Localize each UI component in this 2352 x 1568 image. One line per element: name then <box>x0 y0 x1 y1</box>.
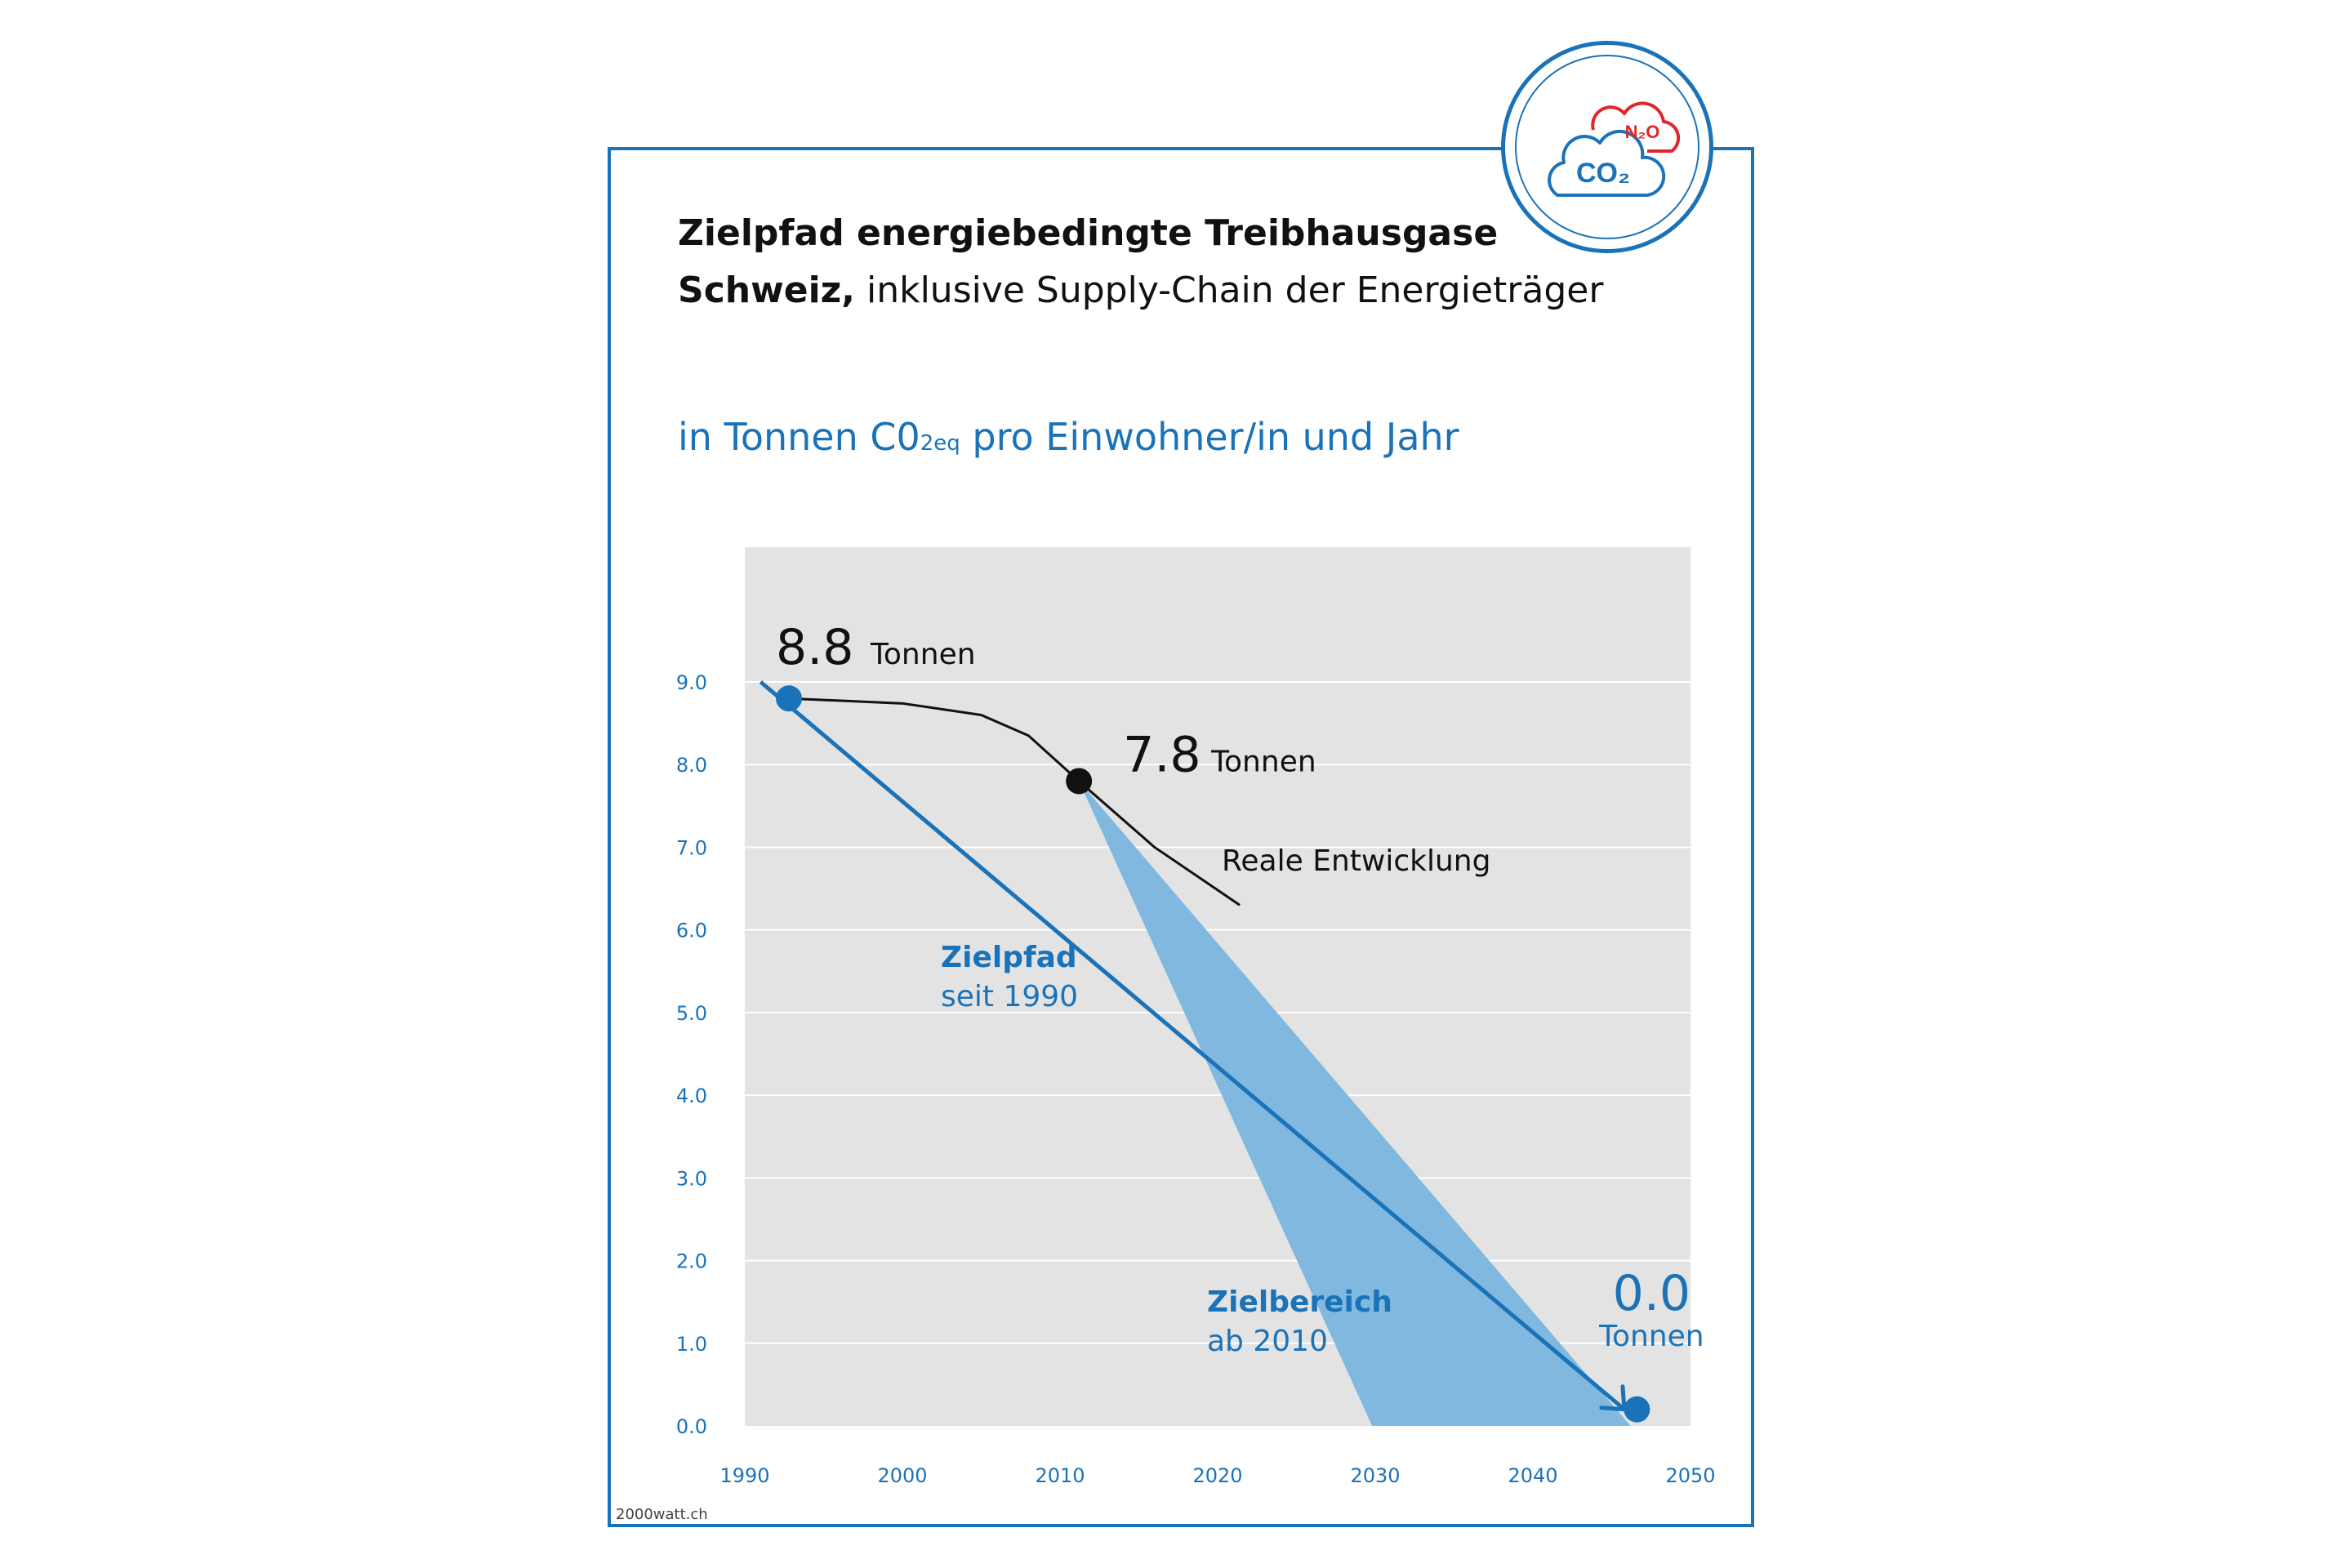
source-credit: 2000watt.ch <box>616 1506 708 1523</box>
co2-cloud-icon <box>1548 129 1666 197</box>
data-point <box>1624 1396 1650 1423</box>
logo-n2o-text: N₂O <box>1625 122 1660 142</box>
point-unit-label: Tonnen <box>870 638 976 671</box>
x-tick-label: 1990 <box>719 1464 769 1487</box>
chart-title-line1: Zielpfad energiebedingte Treibhausgase <box>678 211 1498 256</box>
reale-entwicklung-label: Reale Entwicklung <box>1222 844 1490 878</box>
logo-inner-ring <box>1515 55 1699 239</box>
y-tick-label: 2.0 <box>676 1250 707 1273</box>
title-line2-bold: Schweiz, <box>678 270 855 311</box>
zielpfad-label: Zielpfad <box>941 941 1077 974</box>
y-tick-label: 9.0 <box>676 671 707 694</box>
y-tick-label: 3.0 <box>676 1167 707 1190</box>
cloud-icon: N₂O CO₂ <box>1548 101 1681 197</box>
x-tick-label: 2050 <box>1665 1464 1715 1487</box>
zielpfad-line <box>759 680 1626 1411</box>
subtitle-pre: in Tonnen C0 <box>678 415 920 459</box>
y-tick-label: 6.0 <box>676 920 707 942</box>
y-tick-label: 1.0 <box>676 1333 707 1356</box>
co2-n2o-logo: N₂O CO₂ <box>1501 41 1713 253</box>
y-tick-label: 7.0 <box>676 836 707 859</box>
point-unit-label: Tonnen <box>1210 745 1316 778</box>
point-value-label: 0.0 <box>1613 1265 1690 1322</box>
reale-entwicklung-line <box>788 697 1241 906</box>
logo-co2-text: CO₂ <box>1576 158 1630 189</box>
y-tick-label: 4.0 <box>676 1085 707 1107</box>
x-tick-label: 2000 <box>877 1464 927 1487</box>
chart-title-line2: Schweiz, inklusive Supply-Chain der Ener… <box>678 268 1603 314</box>
title-line2-rest: inklusive Supply-Chain der Energieträger <box>855 270 1604 311</box>
point-unit-label: Tonnen <box>1598 1320 1704 1353</box>
x-tick-label: 2020 <box>1192 1464 1242 1487</box>
point-value-label: 8.8 <box>776 619 853 676</box>
x-tick-label: 2040 <box>1508 1464 1557 1487</box>
point-value-label: 7.8 <box>1123 726 1200 783</box>
title-line1-text: Zielpfad energiebedingte Treibhausgase <box>678 212 1499 254</box>
zielbereich-sublabel: ab 2010 <box>1207 1325 1328 1358</box>
data-point <box>1066 768 1093 795</box>
y-tick-label: 0.0 <box>676 1415 707 1438</box>
n2o-cloud-icon <box>1591 101 1681 153</box>
subtitle-post: pro Einwohner/in und Jahr <box>960 415 1459 459</box>
x-tick-label: 2010 <box>1035 1464 1085 1487</box>
x-tick-label: 2030 <box>1350 1464 1400 1487</box>
chart-unit-subtitle: in Tonnen C02eq pro Einwohner/in und Jah… <box>678 415 1459 459</box>
zielbereich-band <box>1079 781 1631 1426</box>
subtitle-subscript: 2eq <box>920 431 960 456</box>
data-point <box>776 685 803 712</box>
y-tick-label: 8.0 <box>676 754 707 777</box>
zielpfad-sublabel: seit 1990 <box>941 980 1078 1013</box>
y-tick-label: 5.0 <box>676 1002 707 1025</box>
zielbereich-label: Zielbereich <box>1207 1285 1392 1319</box>
